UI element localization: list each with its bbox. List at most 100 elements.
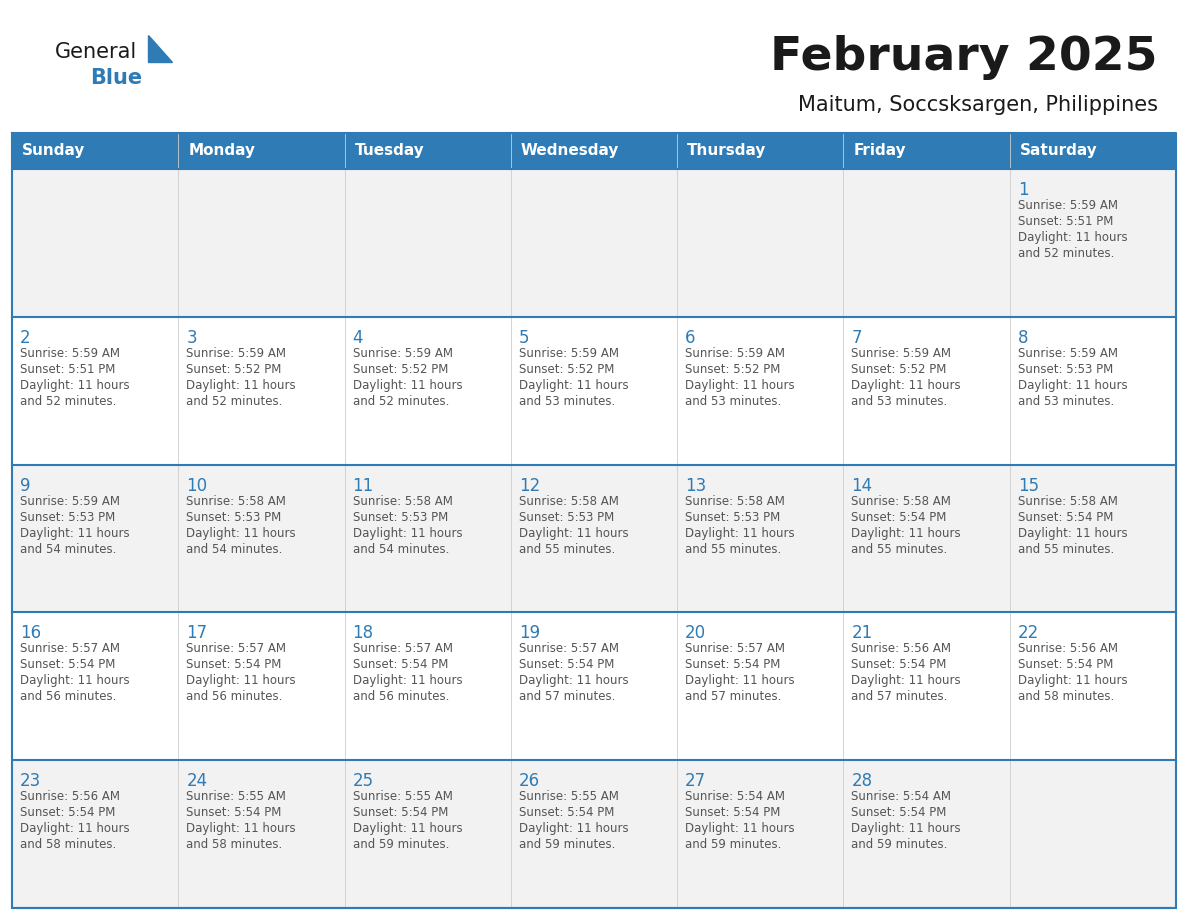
Text: and 57 minutes.: and 57 minutes. [685, 690, 782, 703]
Text: 18: 18 [353, 624, 374, 643]
Text: Daylight: 11 hours: Daylight: 11 hours [20, 527, 129, 540]
Text: Sunrise: 5:58 AM: Sunrise: 5:58 AM [353, 495, 453, 508]
Text: Sunset: 5:54 PM: Sunset: 5:54 PM [852, 510, 947, 523]
Text: 11: 11 [353, 476, 374, 495]
Text: Sunset: 5:54 PM: Sunset: 5:54 PM [1018, 510, 1113, 523]
Text: Sunset: 5:54 PM: Sunset: 5:54 PM [20, 806, 115, 819]
Text: Sunset: 5:51 PM: Sunset: 5:51 PM [20, 363, 115, 375]
Text: and 55 minutes.: and 55 minutes. [1018, 543, 1114, 555]
Text: Sunrise: 5:55 AM: Sunrise: 5:55 AM [187, 790, 286, 803]
Text: Sunrise: 5:55 AM: Sunrise: 5:55 AM [519, 790, 619, 803]
Text: 22: 22 [1018, 624, 1040, 643]
Text: Daylight: 11 hours: Daylight: 11 hours [685, 823, 795, 835]
Bar [511, 133, 677, 169]
Text: Sunrise: 5:59 AM: Sunrise: 5:59 AM [852, 347, 952, 360]
Text: Daylight: 11 hours: Daylight: 11 hours [20, 379, 129, 392]
Bar [843, 133, 1010, 169]
Bar [12, 133, 178, 169]
Text: Sunrise: 5:59 AM: Sunrise: 5:59 AM [187, 347, 286, 360]
Text: Daylight: 11 hours: Daylight: 11 hours [852, 823, 961, 835]
Text: and 54 minutes.: and 54 minutes. [20, 543, 116, 555]
Text: Sunrise: 5:57 AM: Sunrise: 5:57 AM [20, 643, 120, 655]
Text: Daylight: 11 hours: Daylight: 11 hours [685, 379, 795, 392]
Text: and 59 minutes.: and 59 minutes. [353, 838, 449, 851]
Text: Sunset: 5:54 PM: Sunset: 5:54 PM [353, 806, 448, 819]
Bar [345, 133, 511, 169]
Text: Sunrise: 5:58 AM: Sunrise: 5:58 AM [519, 495, 619, 508]
Text: and 56 minutes.: and 56 minutes. [20, 690, 116, 703]
Text: Sunrise: 5:58 AM: Sunrise: 5:58 AM [685, 495, 785, 508]
Text: Daylight: 11 hours: Daylight: 11 hours [519, 823, 628, 835]
Text: Daylight: 11 hours: Daylight: 11 hours [187, 823, 296, 835]
Text: Daylight: 11 hours: Daylight: 11 hours [1018, 231, 1127, 244]
Text: Thursday: Thursday [687, 143, 766, 159]
Text: and 55 minutes.: and 55 minutes. [685, 543, 782, 555]
Text: Sunrise: 5:59 AM: Sunrise: 5:59 AM [1018, 199, 1118, 212]
Text: Daylight: 11 hours: Daylight: 11 hours [1018, 527, 1127, 540]
Text: Sunrise: 5:54 AM: Sunrise: 5:54 AM [852, 790, 952, 803]
Text: Daylight: 11 hours: Daylight: 11 hours [1018, 379, 1127, 392]
Text: Sunset: 5:52 PM: Sunset: 5:52 PM [353, 363, 448, 375]
Text: 5: 5 [519, 329, 530, 347]
Text: Daylight: 11 hours: Daylight: 11 hours [852, 527, 961, 540]
Text: and 58 minutes.: and 58 minutes. [20, 838, 116, 851]
Text: 2: 2 [20, 329, 31, 347]
Text: Daylight: 11 hours: Daylight: 11 hours [1018, 675, 1127, 688]
Text: Sunset: 5:53 PM: Sunset: 5:53 PM [1018, 363, 1113, 375]
Text: and 57 minutes.: and 57 minutes. [852, 690, 948, 703]
Text: Sunrise: 5:58 AM: Sunrise: 5:58 AM [852, 495, 952, 508]
Text: Daylight: 11 hours: Daylight: 11 hours [353, 823, 462, 835]
Text: Sunrise: 5:59 AM: Sunrise: 5:59 AM [353, 347, 453, 360]
Text: Daylight: 11 hours: Daylight: 11 hours [353, 675, 462, 688]
Text: 12: 12 [519, 476, 541, 495]
Text: Sunday: Sunday [21, 143, 86, 159]
Text: and 56 minutes.: and 56 minutes. [353, 690, 449, 703]
Text: and 58 minutes.: and 58 minutes. [1018, 690, 1114, 703]
Text: Sunset: 5:54 PM: Sunset: 5:54 PM [852, 658, 947, 671]
Text: 4: 4 [353, 329, 364, 347]
Text: and 58 minutes.: and 58 minutes. [187, 838, 283, 851]
Text: Sunset: 5:52 PM: Sunset: 5:52 PM [852, 363, 947, 375]
Text: 7: 7 [852, 329, 862, 347]
Text: 28: 28 [852, 772, 872, 790]
Text: 26: 26 [519, 772, 541, 790]
Text: and 54 minutes.: and 54 minutes. [187, 543, 283, 555]
Text: Sunset: 5:53 PM: Sunset: 5:53 PM [519, 510, 614, 523]
Text: and 59 minutes.: and 59 minutes. [685, 838, 782, 851]
Text: Sunset: 5:52 PM: Sunset: 5:52 PM [519, 363, 614, 375]
Text: Sunset: 5:51 PM: Sunset: 5:51 PM [1018, 215, 1113, 228]
Text: Sunset: 5:54 PM: Sunset: 5:54 PM [519, 658, 614, 671]
Text: 8: 8 [1018, 329, 1029, 347]
Text: Sunrise: 5:59 AM: Sunrise: 5:59 AM [519, 347, 619, 360]
Text: and 52 minutes.: and 52 minutes. [187, 395, 283, 408]
Text: Sunrise: 5:57 AM: Sunrise: 5:57 AM [519, 643, 619, 655]
Text: Sunrise: 5:56 AM: Sunrise: 5:56 AM [852, 643, 952, 655]
Text: Daylight: 11 hours: Daylight: 11 hours [685, 675, 795, 688]
Text: 21: 21 [852, 624, 873, 643]
Text: Saturday: Saturday [1019, 143, 1098, 159]
Text: Sunrise: 5:59 AM: Sunrise: 5:59 AM [685, 347, 785, 360]
Text: Sunrise: 5:54 AM: Sunrise: 5:54 AM [685, 790, 785, 803]
Text: Sunrise: 5:55 AM: Sunrise: 5:55 AM [353, 790, 453, 803]
Text: Daylight: 11 hours: Daylight: 11 hours [353, 379, 462, 392]
Text: Daylight: 11 hours: Daylight: 11 hours [852, 379, 961, 392]
Text: Maitum, Soccsksargen, Philippines: Maitum, Soccsksargen, Philippines [798, 95, 1158, 115]
Text: Sunrise: 5:57 AM: Sunrise: 5:57 AM [685, 643, 785, 655]
Text: Wednesday: Wednesday [520, 143, 619, 159]
Text: Daylight: 11 hours: Daylight: 11 hours [187, 527, 296, 540]
Text: 14: 14 [852, 476, 872, 495]
Text: Daylight: 11 hours: Daylight: 11 hours [187, 675, 296, 688]
Text: Daylight: 11 hours: Daylight: 11 hours [20, 823, 129, 835]
Text: Sunrise: 5:59 AM: Sunrise: 5:59 AM [20, 495, 120, 508]
Text: and 55 minutes.: and 55 minutes. [852, 543, 948, 555]
Text: Sunrise: 5:57 AM: Sunrise: 5:57 AM [187, 643, 286, 655]
Text: 10: 10 [187, 476, 208, 495]
Text: 3: 3 [187, 329, 197, 347]
Text: 17: 17 [187, 624, 208, 643]
Text: Sunrise: 5:58 AM: Sunrise: 5:58 AM [1018, 495, 1118, 508]
Text: Friday: Friday [853, 143, 906, 159]
Text: 27: 27 [685, 772, 707, 790]
Text: Sunset: 5:53 PM: Sunset: 5:53 PM [685, 510, 781, 523]
Bar [677, 133, 843, 169]
Text: Sunrise: 5:56 AM: Sunrise: 5:56 AM [20, 790, 120, 803]
